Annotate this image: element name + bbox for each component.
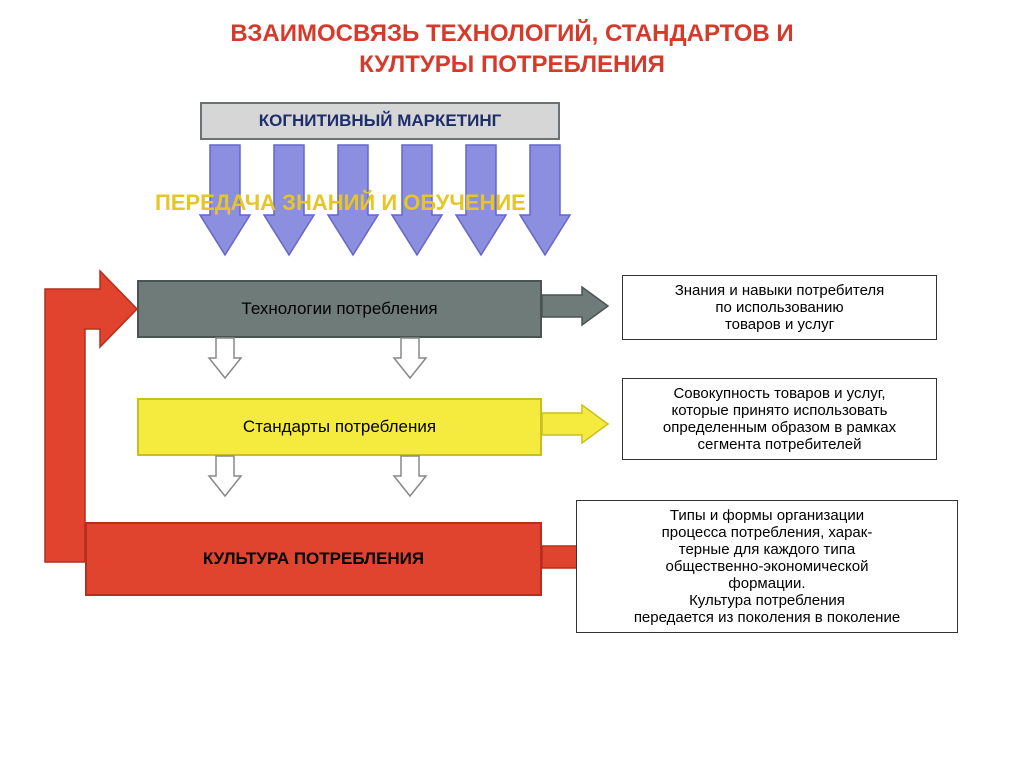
culture-description: Типы и формы организациипроцесса потребл… [576, 500, 958, 633]
standards-description: Совокупность товаров и услуг,которые при… [622, 378, 937, 460]
subtitle: ПЕРЕДАЧА ЗНАНИЙ И ОБУЧЕНИЕ [155, 190, 526, 216]
tech-description: Знания и навыки потребителяпо использова… [622, 275, 937, 340]
